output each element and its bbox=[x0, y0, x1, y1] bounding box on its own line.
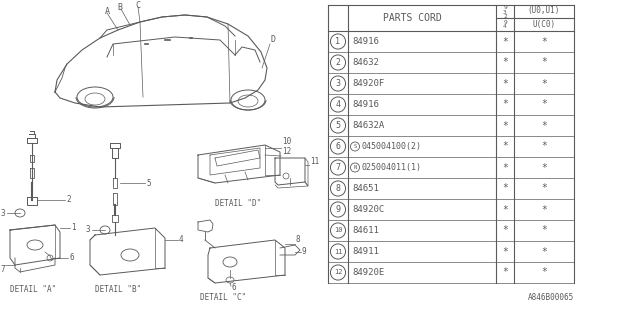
Text: *: * bbox=[502, 78, 508, 89]
Text: *: * bbox=[502, 36, 508, 46]
Text: 84916: 84916 bbox=[352, 37, 379, 46]
Text: 9: 9 bbox=[335, 205, 340, 214]
Text: *: * bbox=[541, 121, 547, 131]
Text: U(C0): U(C0) bbox=[532, 20, 556, 29]
Text: 84632: 84632 bbox=[352, 58, 379, 67]
Text: DETAIL "B": DETAIL "B" bbox=[95, 285, 141, 294]
Text: 11: 11 bbox=[310, 157, 319, 166]
Text: 84920F: 84920F bbox=[352, 79, 384, 88]
Text: 5: 5 bbox=[335, 121, 340, 130]
Text: A: A bbox=[104, 6, 109, 15]
Text: 2: 2 bbox=[335, 58, 340, 67]
Text: 84632A: 84632A bbox=[352, 121, 384, 130]
Text: *: * bbox=[541, 163, 547, 172]
Text: *: * bbox=[541, 204, 547, 214]
Text: *: * bbox=[502, 246, 508, 257]
Text: 8: 8 bbox=[296, 236, 301, 244]
Text: 84611: 84611 bbox=[352, 226, 379, 235]
Text: 9
3
2: 9 3 2 bbox=[503, 5, 507, 20]
Text: S: S bbox=[353, 144, 356, 149]
Text: *: * bbox=[502, 268, 508, 277]
Text: 1: 1 bbox=[71, 223, 76, 233]
Text: 10: 10 bbox=[333, 228, 342, 234]
Text: *: * bbox=[502, 163, 508, 172]
Text: (U0,U1): (U0,U1) bbox=[528, 6, 560, 15]
Text: 4: 4 bbox=[335, 100, 340, 109]
Text: *: * bbox=[541, 78, 547, 89]
Text: DETAIL "D": DETAIL "D" bbox=[215, 198, 261, 207]
Text: PARTS CORD: PARTS CORD bbox=[383, 13, 442, 23]
Text: 7: 7 bbox=[335, 163, 340, 172]
Text: *: * bbox=[541, 268, 547, 277]
Text: B: B bbox=[118, 3, 122, 12]
Text: A846B00065: A846B00065 bbox=[528, 293, 574, 302]
Text: 8: 8 bbox=[335, 184, 340, 193]
Text: 7: 7 bbox=[1, 266, 5, 275]
Text: *: * bbox=[541, 100, 547, 109]
Text: 9: 9 bbox=[302, 247, 307, 257]
Text: 025004011(1): 025004011(1) bbox=[361, 163, 421, 172]
Text: 10: 10 bbox=[282, 138, 291, 147]
Text: *: * bbox=[502, 121, 508, 131]
Text: 12: 12 bbox=[333, 269, 342, 276]
Text: 84920C: 84920C bbox=[352, 205, 384, 214]
Text: 6: 6 bbox=[335, 142, 340, 151]
Text: *: * bbox=[502, 204, 508, 214]
Text: *: * bbox=[541, 246, 547, 257]
Text: *: * bbox=[541, 226, 547, 236]
Text: 6: 6 bbox=[232, 283, 237, 292]
Text: 045004100(2): 045004100(2) bbox=[361, 142, 421, 151]
Text: 3: 3 bbox=[335, 79, 340, 88]
Text: *: * bbox=[502, 183, 508, 194]
Text: 4: 4 bbox=[179, 236, 184, 244]
Text: *: * bbox=[502, 100, 508, 109]
Text: 84916: 84916 bbox=[352, 100, 379, 109]
Text: 6: 6 bbox=[69, 253, 74, 262]
Text: *: * bbox=[541, 183, 547, 194]
Text: C: C bbox=[136, 1, 141, 10]
Text: 84911: 84911 bbox=[352, 247, 379, 256]
Text: 84651: 84651 bbox=[352, 184, 379, 193]
Text: 84920E: 84920E bbox=[352, 268, 384, 277]
Text: 5: 5 bbox=[146, 179, 150, 188]
Text: *: * bbox=[502, 58, 508, 68]
Text: 1: 1 bbox=[335, 37, 340, 46]
Text: DETAIL "A": DETAIL "A" bbox=[10, 285, 56, 294]
Text: 12: 12 bbox=[282, 148, 291, 156]
Text: 3: 3 bbox=[1, 209, 5, 218]
Text: 9
4: 9 4 bbox=[503, 20, 507, 29]
Text: 3: 3 bbox=[85, 226, 90, 235]
Text: N: N bbox=[353, 165, 356, 170]
Text: 2: 2 bbox=[66, 196, 70, 204]
Text: D: D bbox=[271, 36, 275, 44]
Text: *: * bbox=[502, 141, 508, 151]
Text: *: * bbox=[541, 36, 547, 46]
Text: DETAIL "C": DETAIL "C" bbox=[200, 292, 246, 301]
Text: 11: 11 bbox=[333, 249, 342, 254]
Text: *: * bbox=[541, 141, 547, 151]
Text: *: * bbox=[502, 226, 508, 236]
Text: *: * bbox=[541, 58, 547, 68]
